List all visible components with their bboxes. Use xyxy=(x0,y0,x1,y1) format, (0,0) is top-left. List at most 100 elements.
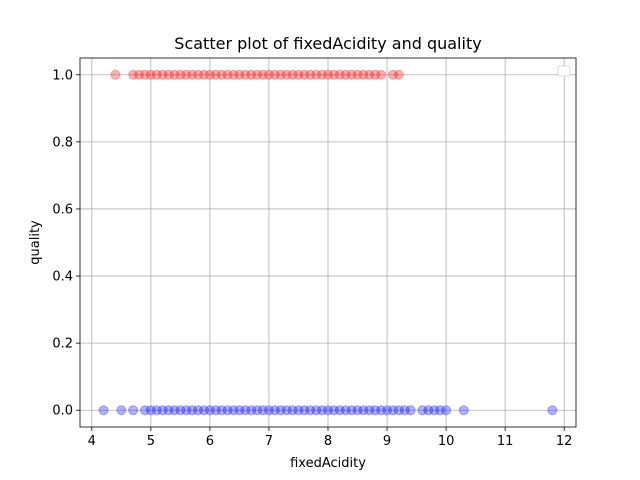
data-point xyxy=(405,405,416,416)
y-tick-label: 0.4 xyxy=(52,270,73,285)
x-tick-label: 4 xyxy=(88,434,96,449)
data-point xyxy=(281,69,292,80)
x-tick-label: 6 xyxy=(206,434,214,449)
data-point xyxy=(163,69,174,80)
data-point xyxy=(364,69,375,80)
y-tick-label: 0.6 xyxy=(52,202,73,217)
data-point xyxy=(145,69,156,80)
data-point xyxy=(387,405,398,416)
data-point xyxy=(323,405,333,416)
data-point xyxy=(299,405,310,416)
data-point xyxy=(423,405,434,416)
data-points xyxy=(98,69,558,416)
data-point xyxy=(352,405,363,416)
data-point xyxy=(346,69,357,80)
data-point xyxy=(311,69,322,80)
data-point xyxy=(151,69,162,80)
data-point xyxy=(193,69,204,80)
y-axis-label: quality xyxy=(28,220,43,265)
data-point xyxy=(234,405,245,416)
data-point xyxy=(240,405,251,416)
data-point xyxy=(293,69,304,80)
data-point xyxy=(163,405,174,416)
y-tick-label: 0.0 xyxy=(52,404,73,419)
data-point xyxy=(263,405,274,416)
x-tick-label: 7 xyxy=(265,434,273,449)
data-point xyxy=(281,405,292,416)
data-point xyxy=(287,405,298,416)
data-point xyxy=(193,405,204,416)
data-point xyxy=(234,69,245,80)
data-point xyxy=(370,69,381,80)
data-point xyxy=(246,69,257,80)
data-point xyxy=(204,69,215,80)
data-point xyxy=(340,405,351,416)
data-point xyxy=(334,405,345,416)
data-point xyxy=(216,405,227,416)
data-point xyxy=(387,69,398,80)
axis-ticks: 4 5 6 7 8 9 10 11 12 0.0 0.2 0.4 0.6 0.8 1.0 xyxy=(52,68,572,449)
y-tick-label: 0.2 xyxy=(52,337,73,352)
data-point xyxy=(169,69,180,80)
data-point xyxy=(358,405,369,416)
data-point xyxy=(240,69,251,80)
data-point xyxy=(228,69,239,80)
data-point xyxy=(370,405,381,416)
data-point xyxy=(187,69,198,80)
x-tick-label: 10 xyxy=(438,434,455,449)
data-point xyxy=(258,405,269,416)
data-point xyxy=(210,405,221,416)
data-point xyxy=(222,405,233,416)
data-point xyxy=(376,405,387,416)
data-point xyxy=(128,69,139,80)
data-point xyxy=(441,405,452,416)
data-point xyxy=(458,405,469,416)
data-point xyxy=(139,405,150,416)
data-point xyxy=(263,69,274,80)
data-point xyxy=(346,405,357,416)
data-point xyxy=(393,405,404,416)
data-point xyxy=(110,69,121,80)
data-point xyxy=(275,405,286,416)
data-point xyxy=(287,69,298,80)
data-point xyxy=(382,405,393,416)
data-point xyxy=(151,405,162,416)
data-point xyxy=(199,405,209,416)
data-point xyxy=(222,69,233,80)
data-point xyxy=(116,405,127,416)
y-tick-label: 0.8 xyxy=(52,135,73,150)
data-point xyxy=(547,405,558,416)
data-point xyxy=(323,69,333,80)
x-tick-label: 9 xyxy=(383,434,391,449)
data-point xyxy=(311,405,322,416)
x-tick-label: 8 xyxy=(324,434,332,449)
x-axis-label: fixedAcidity xyxy=(290,456,366,471)
data-point xyxy=(328,69,339,80)
data-point xyxy=(340,69,351,80)
data-point xyxy=(352,69,363,80)
data-point xyxy=(98,405,109,416)
grid-lines xyxy=(80,58,576,427)
data-point xyxy=(210,69,221,80)
data-point xyxy=(275,69,286,80)
data-point xyxy=(364,405,375,416)
x-tick-label: 12 xyxy=(556,434,573,449)
data-point xyxy=(145,405,156,416)
data-point xyxy=(252,405,263,416)
data-point xyxy=(317,69,328,80)
chart-title: Scatter plot of fixedAcidity and quality xyxy=(174,34,481,53)
data-point xyxy=(216,69,227,80)
data-point xyxy=(299,69,310,80)
data-point xyxy=(435,405,446,416)
data-point xyxy=(429,405,440,416)
data-point xyxy=(169,405,180,416)
y-tick-label: 1.0 xyxy=(52,68,73,83)
legend-box xyxy=(557,65,571,77)
data-point xyxy=(228,405,239,416)
data-point xyxy=(204,405,215,416)
data-point xyxy=(258,69,269,80)
data-point xyxy=(376,69,387,80)
data-point xyxy=(328,405,339,416)
data-point xyxy=(293,405,304,416)
